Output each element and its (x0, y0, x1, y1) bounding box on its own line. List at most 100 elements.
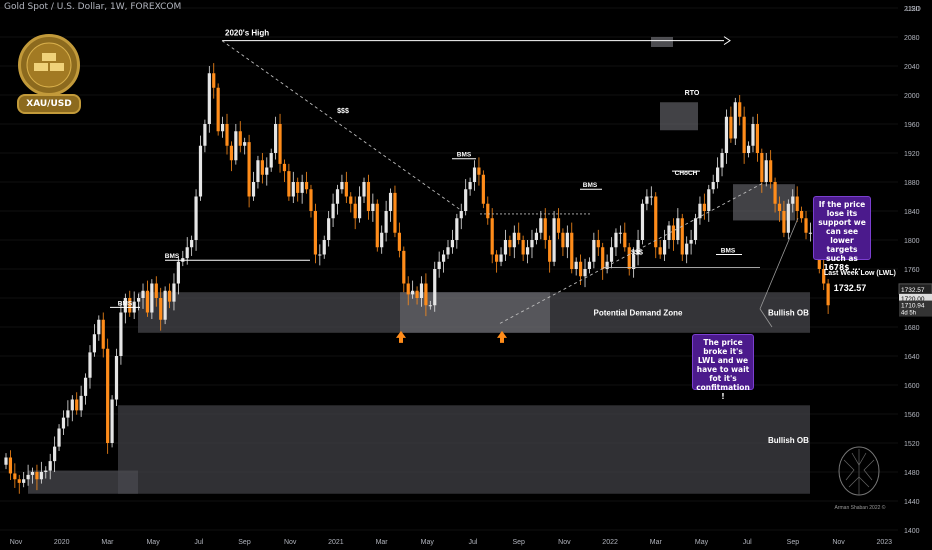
candle-body (751, 124, 755, 146)
candle-body (667, 225, 671, 240)
candle-body (393, 192, 397, 233)
candle-body (119, 312, 123, 356)
candle-body (163, 290, 167, 320)
candle-body (106, 348, 110, 443)
candle-body (671, 225, 676, 240)
candle-body (437, 261, 441, 269)
candle-body (406, 283, 410, 295)
candle-body (804, 218, 808, 233)
candle-body (587, 261, 592, 269)
candle-body (375, 203, 379, 248)
candle-body (384, 211, 388, 233)
candle-body (203, 124, 207, 146)
annotation-label: Bullish OB (768, 308, 809, 317)
arrow-icon (723, 36, 731, 46)
candle-body (358, 196, 362, 219)
signature: Arman Shaban 2022 © (834, 505, 886, 511)
descending-trendline (221, 40, 461, 210)
annotation-label: $$$ (337, 108, 349, 115)
x-tick-label: 2022 (602, 539, 618, 546)
candle-body (433, 269, 437, 306)
candle-body (508, 240, 512, 248)
candle-body (402, 250, 406, 284)
candle-body (83, 377, 88, 396)
candle-body (446, 247, 450, 255)
candle-body (464, 189, 468, 211)
candle-body (676, 218, 680, 240)
candle-body (428, 305, 432, 307)
candle-body (44, 470, 48, 472)
candle-body (477, 167, 481, 175)
candle-body (419, 283, 424, 298)
candle-body (826, 283, 830, 306)
candle-body (13, 473, 17, 480)
y-tick-label: 1400 (904, 528, 920, 535)
annotation-label: BMS (118, 300, 133, 307)
candle-body (291, 182, 295, 197)
candle-body (159, 298, 163, 320)
chart-title: Gold Spot / U.S. Dollar, 1W, FOREXCOM (4, 2, 182, 12)
candle-body (512, 232, 516, 248)
y-tick-label: 1640 (904, 354, 920, 361)
candle-body (331, 203, 335, 219)
x-tick-label: Nov (284, 539, 297, 546)
candle-body (190, 240, 194, 248)
x-tick-label: Jul (743, 539, 752, 546)
candle-body (662, 240, 667, 255)
x-tick-label: May (695, 539, 709, 546)
price-tag-label: 1720.00 (901, 296, 925, 303)
brain-logo-icon (838, 446, 880, 496)
candle-body (808, 232, 813, 234)
annotation-label: BMS (583, 182, 598, 189)
y-tick-label: 1440 (904, 499, 920, 506)
candle-body (530, 240, 534, 248)
candle-body (362, 182, 366, 197)
candle-body (17, 479, 21, 483)
candle-body (517, 232, 521, 240)
y-tick-label: 1880 (904, 180, 920, 187)
candle-body (340, 182, 344, 190)
y-tick-label: 1560 (904, 412, 920, 419)
candle-body (313, 211, 317, 255)
candle-body (729, 116, 733, 139)
candle-body (269, 153, 273, 168)
x-tick-label: 2023 (877, 539, 893, 546)
candle-body (53, 446, 57, 462)
candle-body (534, 232, 538, 240)
candle-body (335, 189, 340, 204)
candle-body (88, 352, 92, 378)
candle-body (97, 319, 101, 335)
y-tick-label: 2120 (904, 6, 920, 13)
candle-body (39, 472, 43, 480)
annotation-label: $$$ (631, 250, 643, 257)
bullish-ob-zone-lower (118, 405, 810, 494)
candle-body (70, 399, 74, 411)
price-tag-label: 4d 5h (901, 311, 916, 317)
candle-body (742, 116, 746, 153)
candle-body (411, 290, 415, 295)
candle-body (689, 240, 693, 244)
candle-body (791, 196, 795, 204)
candle-body (238, 131, 242, 146)
candle-body (495, 254, 499, 262)
x-tick-label: Mar (101, 539, 114, 546)
candle-body (601, 247, 605, 269)
candle-body (176, 261, 180, 284)
candle-body (707, 189, 711, 211)
candle-body (773, 182, 777, 204)
candle-body (256, 160, 260, 182)
candle-body (150, 283, 154, 313)
candle-body (327, 218, 331, 240)
candle-body (154, 283, 158, 298)
candle-body (30, 472, 35, 475)
candle-body (658, 247, 662, 255)
candle-body (198, 145, 203, 197)
candle-body (8, 457, 13, 474)
x-tick-label: Mar (376, 539, 389, 546)
x-tick-label: 2020 (54, 539, 70, 546)
candle-body (243, 142, 247, 146)
rto-box (660, 102, 698, 131)
candle-body (35, 472, 39, 480)
candle-body (137, 298, 141, 302)
